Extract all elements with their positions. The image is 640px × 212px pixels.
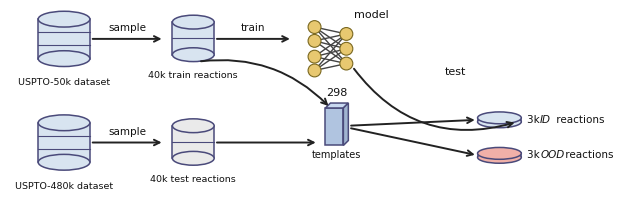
Ellipse shape bbox=[172, 119, 214, 133]
Text: 298: 298 bbox=[326, 88, 347, 98]
Polygon shape bbox=[344, 103, 348, 145]
Text: test: test bbox=[445, 67, 466, 77]
Ellipse shape bbox=[340, 28, 353, 40]
Ellipse shape bbox=[38, 11, 90, 27]
Ellipse shape bbox=[172, 15, 214, 29]
Polygon shape bbox=[172, 22, 214, 55]
Ellipse shape bbox=[340, 57, 353, 70]
Ellipse shape bbox=[477, 116, 522, 128]
Ellipse shape bbox=[308, 64, 321, 77]
Polygon shape bbox=[477, 153, 522, 157]
Text: 3k: 3k bbox=[527, 150, 543, 160]
Polygon shape bbox=[326, 108, 344, 145]
Text: 40k train reactions: 40k train reactions bbox=[148, 71, 238, 81]
Text: templates: templates bbox=[312, 150, 361, 160]
Polygon shape bbox=[38, 123, 90, 162]
Text: OOD: OOD bbox=[540, 150, 564, 160]
Text: USPTO-50k dataset: USPTO-50k dataset bbox=[18, 78, 110, 87]
Ellipse shape bbox=[38, 154, 90, 170]
Ellipse shape bbox=[308, 50, 321, 63]
Text: reactions: reactions bbox=[562, 150, 614, 160]
Ellipse shape bbox=[38, 115, 90, 131]
Ellipse shape bbox=[172, 48, 214, 62]
Ellipse shape bbox=[308, 34, 321, 47]
Text: sample: sample bbox=[108, 23, 146, 33]
Polygon shape bbox=[172, 126, 214, 158]
Ellipse shape bbox=[38, 51, 90, 67]
Ellipse shape bbox=[477, 112, 522, 124]
Ellipse shape bbox=[340, 42, 353, 55]
Ellipse shape bbox=[172, 151, 214, 165]
Polygon shape bbox=[326, 103, 348, 108]
Text: USPTO-480k dataset: USPTO-480k dataset bbox=[15, 182, 113, 191]
Text: sample: sample bbox=[108, 127, 146, 137]
Polygon shape bbox=[38, 19, 90, 59]
Ellipse shape bbox=[477, 151, 522, 163]
Text: model: model bbox=[355, 10, 389, 20]
Text: reactions: reactions bbox=[553, 115, 605, 125]
Ellipse shape bbox=[308, 21, 321, 33]
Text: 40k test reactions: 40k test reactions bbox=[150, 175, 236, 184]
Ellipse shape bbox=[477, 148, 522, 159]
Text: 3k: 3k bbox=[527, 115, 543, 125]
Text: ID: ID bbox=[540, 115, 551, 125]
Polygon shape bbox=[477, 118, 522, 122]
Text: train: train bbox=[241, 23, 266, 33]
